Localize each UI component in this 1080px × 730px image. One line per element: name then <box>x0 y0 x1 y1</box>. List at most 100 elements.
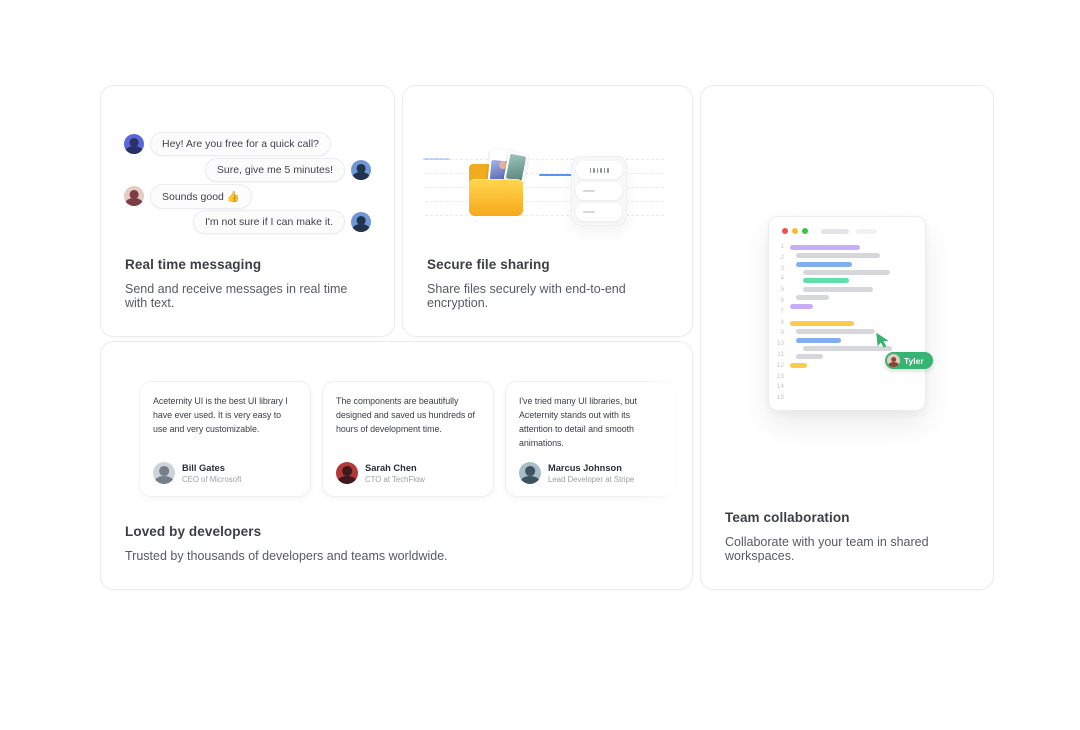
testimonial-quote: The components are beautifully designed … <box>336 396 475 435</box>
titlebar-placeholder <box>821 228 849 234</box>
code-line <box>790 251 892 259</box>
code-line <box>790 302 892 310</box>
card-description-file-sharing: Share files securely with end-to-end enc… <box>427 282 626 310</box>
card-title-messaging: Real time messaging <box>125 257 262 272</box>
chat-avatar <box>124 186 144 206</box>
passcode-tick <box>593 167 595 173</box>
code-line <box>790 243 892 251</box>
line-number: 6 <box>780 296 784 304</box>
testimonial-name: Marcus Johnson <box>548 462 622 473</box>
minimize-window-icon <box>792 228 798 234</box>
line-number: 1 <box>780 243 784 250</box>
chat-avatar <box>351 212 371 232</box>
code-line <box>790 327 892 335</box>
passcode-tick <box>589 167 591 173</box>
testimonial-meta: Sarah Chen CTO at TechFlow <box>365 463 425 484</box>
code-line <box>790 311 892 319</box>
code-bar-blue <box>796 261 852 267</box>
collaborator-label: Tyler <box>885 352 933 369</box>
chat-avatar <box>124 134 144 154</box>
testimonial-avatar <box>336 462 358 484</box>
chat-bubble: Sure, give me 5 minutes! <box>204 158 345 182</box>
code-line <box>790 319 892 327</box>
code-bar-gray <box>796 295 829 301</box>
line-number: 2 <box>780 253 784 261</box>
passcode-tick <box>603 167 605 173</box>
code-lines <box>790 242 892 404</box>
card-description-messaging: Send and receive messages in real time w… <box>125 282 348 310</box>
code-bar-green <box>803 278 849 284</box>
card-title-collaboration: Team collaboration <box>725 510 850 525</box>
chat-bubble: Hey! Are you free for a quick call? <box>150 132 331 156</box>
chat-message: I'm not sure if I can make it. <box>124 210 371 234</box>
testimonials-row: Aceternity UI is the best UI library I h… <box>139 381 677 497</box>
testimonial-footer: Bill Gates CEO of Microsoft <box>153 462 297 484</box>
card-text-file-sharing: Secure file sharing Share files securely… <box>403 257 692 336</box>
transfer-line-faint <box>423 158 450 160</box>
card-text-testimonials: Loved by developers Trusted by thousands… <box>101 524 692 589</box>
code-bar-yellow <box>790 362 807 368</box>
collaborator-avatar <box>887 354 900 367</box>
passcode-tick <box>600 167 602 173</box>
code-line <box>790 277 892 285</box>
chat-bubble: Sounds good 👍 <box>150 183 252 209</box>
card-text-messaging: Real time messaging Send and receive mes… <box>101 257 394 336</box>
line-number: 5 <box>780 286 784 294</box>
testimonial-avatar <box>519 462 541 484</box>
testimonial-card: I've tried many UI libraries, but Aceter… <box>505 381 677 497</box>
chat-message: Hey! Are you free for a quick call? <box>124 132 371 156</box>
dashed-line <box>425 215 664 216</box>
file-row <box>576 203 622 221</box>
testimonial-role: Lead Developer at Stripe <box>548 474 635 484</box>
chat-preview: Hey! Are you free for a quick call? Sure,… <box>124 132 371 237</box>
testimonial-meta: Bill Gates CEO of Microsoft <box>182 463 241 484</box>
line-number: 13 <box>776 372 784 380</box>
card-description-collaboration: Collaborate with your team in shared wor… <box>725 535 929 563</box>
chat-message: Sounds good 👍 <box>124 183 371 209</box>
line-number: 4 <box>780 275 784 283</box>
line-number: 14 <box>776 383 784 391</box>
line-number: 7 <box>780 307 784 315</box>
chat-bubble: I'm not sure if I can make it. <box>192 210 345 234</box>
passcode-row <box>576 161 622 179</box>
code-bar-gray <box>803 286 873 292</box>
code-line <box>790 361 892 369</box>
chat-message: Sure, give me 5 minutes! <box>124 158 371 182</box>
card-title-testimonials: Loved by developers <box>125 524 262 539</box>
file-share-visual <box>403 86 692 336</box>
features-grid: Hey! Are you free for a quick call? Sure,… <box>100 85 994 590</box>
line-number: 12 <box>776 361 784 369</box>
testimonial-avatar <box>153 462 175 484</box>
collaborator-name: Tyler <box>904 355 924 366</box>
line-number: 3 <box>780 264 784 272</box>
file-row <box>576 182 622 200</box>
code-bar-purple <box>790 244 860 250</box>
testimonial-footer: Marcus Johnson Lead Developer at Stripe <box>519 462 663 484</box>
dashed-line <box>425 159 664 160</box>
testimonial-quote: I've tried many UI libraries, but Aceter… <box>519 396 637 449</box>
card-secure-file-sharing: Secure file sharing Share files securely… <box>402 85 693 337</box>
dashed-line <box>425 173 664 174</box>
card-team-collaboration: 1 2 3 4 5 6 7 8 9 10 11 12 13 14 15 Tyler Team collabo… <box>700 85 994 590</box>
line-number: 8 <box>780 318 784 326</box>
code-bar-gray <box>796 354 823 360</box>
testimonial-role: CTO at TechFlow <box>365 474 425 484</box>
card-loved-by-developers: Aceternity UI is the best UI library I h… <box>100 341 693 590</box>
code-bar-gray <box>796 329 875 335</box>
line-number: 9 <box>780 329 784 337</box>
code-line <box>790 260 892 268</box>
code-line <box>790 336 892 344</box>
card-real-time-messaging: Hey! Are you free for a quick call? Sure,… <box>100 85 395 337</box>
code-line <box>790 285 892 293</box>
testimonial-name: Bill Gates <box>182 462 225 473</box>
testimonial-card: Aceternity UI is the best UI library I h… <box>139 381 311 497</box>
close-window-icon <box>782 228 788 234</box>
transfer-line <box>539 174 574 176</box>
code-line <box>790 344 892 352</box>
line-number: 15 <box>776 394 784 402</box>
testimonial-meta: Marcus Johnson Lead Developer at Stripe <box>548 463 634 484</box>
code-line <box>790 353 892 361</box>
testimonial-quote: Aceternity UI is the best UI library I h… <box>153 396 288 435</box>
folder-icon <box>469 148 529 216</box>
passcode-tick <box>596 167 598 173</box>
